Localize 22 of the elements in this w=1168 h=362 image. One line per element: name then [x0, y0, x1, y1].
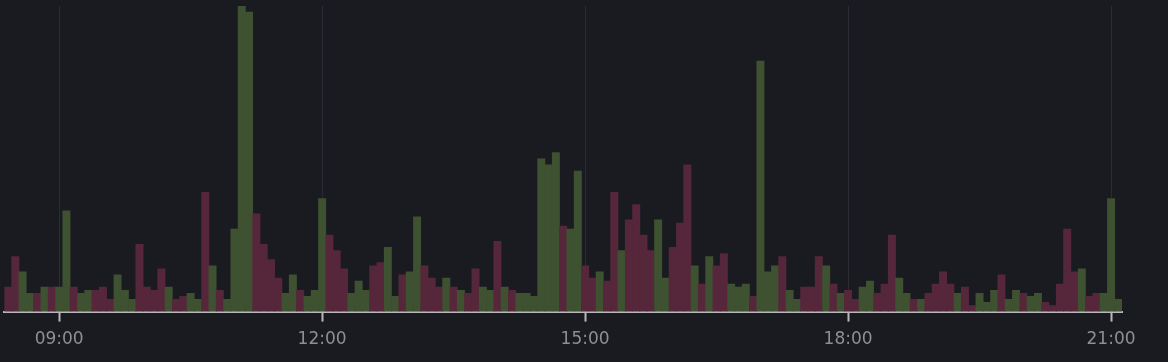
x-tick-label: 09:00	[34, 328, 84, 349]
bar	[997, 274, 1006, 312]
bar	[1077, 268, 1086, 312]
bar	[398, 274, 407, 312]
x-tick-label: 12:00	[297, 328, 347, 349]
bar	[822, 265, 831, 312]
bar	[705, 256, 714, 312]
x-tick-label: 18:00	[823, 328, 873, 349]
bar	[1019, 292, 1028, 312]
bar	[201, 192, 210, 312]
bar	[493, 240, 502, 312]
bar	[33, 292, 42, 312]
bar	[164, 286, 173, 312]
x-tick-label: 15:00	[560, 328, 610, 349]
bar	[778, 256, 787, 312]
bar	[442, 277, 451, 312]
bar	[829, 283, 838, 312]
x-tick-label: 21:00	[1086, 328, 1136, 349]
bar	[208, 265, 217, 312]
bar	[215, 289, 224, 312]
bar	[296, 289, 305, 312]
bar	[690, 265, 699, 312]
